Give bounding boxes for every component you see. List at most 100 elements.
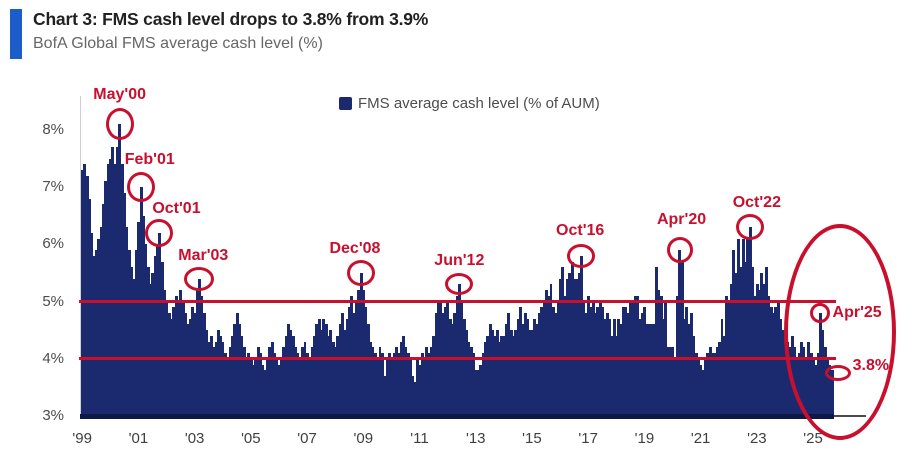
bar <box>748 227 752 419</box>
bar <box>657 290 661 419</box>
bar <box>706 353 710 419</box>
bar <box>476 370 480 419</box>
bar <box>305 353 309 419</box>
bar <box>137 221 141 419</box>
bar <box>99 227 103 419</box>
bar <box>774 307 778 419</box>
bar <box>167 313 171 419</box>
bar <box>729 284 733 419</box>
bar <box>666 347 670 419</box>
y-axis-label: 8% <box>42 121 64 138</box>
bar <box>458 284 462 419</box>
bar <box>179 290 183 419</box>
bar <box>610 335 614 419</box>
bar <box>570 261 574 419</box>
x-axis-label: '09 <box>353 430 374 447</box>
bar <box>116 147 120 419</box>
bar <box>713 353 717 419</box>
bar <box>186 324 190 419</box>
bar <box>640 313 644 419</box>
bar <box>397 353 401 419</box>
bar <box>575 278 579 419</box>
bar <box>242 347 246 419</box>
bar <box>366 324 370 419</box>
bar <box>155 244 159 419</box>
bar <box>97 238 101 419</box>
bar <box>521 324 525 419</box>
bar <box>373 353 377 419</box>
bar <box>497 341 501 419</box>
bar <box>291 335 295 419</box>
bar <box>624 307 628 419</box>
bar <box>385 358 389 419</box>
annotation-label-apr20: Apr'20 <box>656 211 707 229</box>
bar <box>123 192 127 419</box>
bar <box>233 324 237 419</box>
y-axis-line <box>80 96 81 419</box>
bar <box>537 313 541 419</box>
bar <box>226 358 230 419</box>
bar <box>490 330 494 419</box>
bar <box>722 335 726 419</box>
bar <box>596 307 600 419</box>
legend: FMS average cash level (% of AUM) <box>339 95 600 112</box>
bar <box>669 347 672 419</box>
bar <box>673 358 677 419</box>
bar <box>193 313 197 419</box>
bar <box>418 364 422 419</box>
y-axis-label: 7% <box>42 178 64 196</box>
bar <box>364 307 368 419</box>
bar <box>371 347 375 419</box>
bar <box>198 278 202 419</box>
y-axis-label: 5% <box>42 292 64 310</box>
bar <box>425 347 429 419</box>
bar <box>282 347 286 419</box>
bar <box>645 324 649 419</box>
bar <box>783 330 787 419</box>
x-axis-label: '07 <box>297 430 317 447</box>
bar <box>376 358 380 419</box>
bar <box>256 347 260 419</box>
bar <box>704 358 708 419</box>
bar <box>92 255 96 419</box>
bar <box>535 324 539 419</box>
bar <box>315 324 319 419</box>
legend-label: FMS average cash level (% of AUM) <box>358 95 600 112</box>
bar <box>544 290 548 419</box>
bar <box>741 238 745 419</box>
bar <box>411 375 415 419</box>
bar <box>615 335 619 419</box>
bar <box>734 273 738 419</box>
bar <box>514 330 518 419</box>
bar <box>172 307 176 419</box>
annotation-label-jun12: Jun'12 <box>434 252 485 270</box>
bar <box>120 164 124 419</box>
bar <box>589 307 593 419</box>
bar <box>329 330 333 419</box>
bar <box>568 273 572 419</box>
annotation-circle-oct01 <box>145 218 174 247</box>
bar <box>622 307 626 419</box>
bar <box>341 313 344 419</box>
bar <box>387 353 391 419</box>
bar <box>219 335 223 419</box>
bar <box>188 318 192 419</box>
bar <box>690 313 694 419</box>
bar <box>755 284 759 419</box>
bar <box>380 353 384 419</box>
bar <box>153 255 157 419</box>
bar <box>701 370 705 419</box>
bar <box>516 318 520 419</box>
bar <box>348 307 351 419</box>
bar <box>294 347 298 419</box>
bar <box>240 335 244 419</box>
bar <box>711 353 715 419</box>
annotation-label-dec08: Dec'08 <box>329 240 381 257</box>
bar <box>519 307 523 419</box>
bar <box>406 353 410 419</box>
x-axis-label: '17 <box>578 430 598 447</box>
bar <box>151 273 155 419</box>
bar <box>298 358 302 419</box>
bar <box>221 341 225 419</box>
bar <box>572 278 576 419</box>
